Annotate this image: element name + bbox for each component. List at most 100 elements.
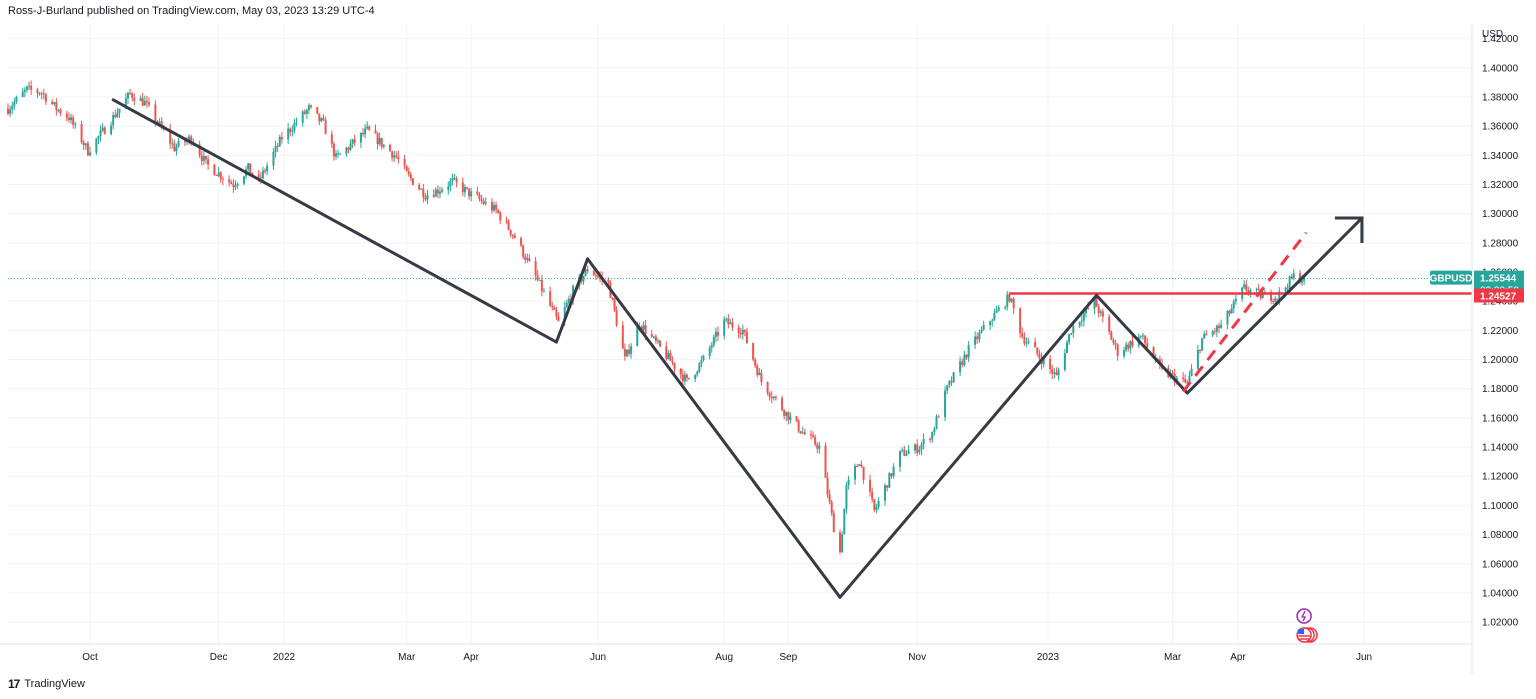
candle-body [929, 438, 932, 440]
candle-body [903, 449, 906, 456]
candle-body [368, 126, 371, 131]
candle-body [801, 432, 804, 434]
candle [1021, 327, 1024, 339]
candle [411, 177, 414, 186]
dashed-projection-line [1181, 231, 1308, 393]
candle [931, 431, 934, 443]
candle [378, 132, 381, 146]
candle-body [828, 494, 831, 502]
candle-body [9, 109, 12, 114]
candle-body [1099, 311, 1102, 314]
candle-body [276, 145, 279, 147]
candle [272, 148, 275, 170]
candle [177, 138, 180, 148]
candle [929, 437, 932, 443]
candle-body [980, 329, 983, 333]
candle-body [860, 464, 863, 467]
candle [976, 332, 979, 344]
candle-body [1290, 276, 1293, 279]
candle-body [1070, 332, 1073, 335]
candle-body [884, 485, 887, 501]
y-tick-label: 1.06000 [1482, 559, 1519, 570]
us-flag-event-icon[interactable] [1296, 627, 1318, 643]
candle-body [841, 534, 844, 552]
candle-body [856, 466, 859, 468]
candle-body [708, 347, 711, 356]
candle [397, 151, 400, 164]
candle [347, 146, 350, 154]
candle-body [948, 380, 951, 386]
drawn-annotations[interactable] [8, 98, 1472, 599]
candle-body [1272, 300, 1275, 302]
candle [553, 305, 556, 311]
candle [875, 503, 878, 514]
candle-body [21, 91, 24, 97]
y-tick-label: 1.08000 [1482, 530, 1519, 541]
candle [1292, 268, 1295, 281]
candle-body [1008, 294, 1011, 302]
candle-body [702, 355, 705, 361]
candle [1038, 349, 1041, 361]
brand-footer[interactable]: 17 TradingView [8, 677, 85, 691]
candle-body [1087, 307, 1090, 309]
candle [1036, 347, 1039, 357]
candle [770, 391, 773, 404]
candle-body [349, 143, 352, 150]
chart-svg[interactable]: 1.42000 1.40000 1.38000 1.36000 1.34000 1.320… [0, 24, 1536, 674]
candle-body [103, 127, 106, 135]
candle-body [232, 183, 235, 188]
candle [752, 342, 755, 362]
event-markers[interactable] [1296, 608, 1318, 643]
candle [353, 134, 356, 147]
candle [739, 327, 742, 339]
candle [890, 472, 893, 479]
candle [359, 132, 362, 148]
candle-body [101, 127, 104, 131]
candle [810, 430, 813, 440]
candle [301, 109, 304, 127]
candle [1245, 279, 1248, 294]
candle [961, 358, 964, 368]
y-tick-label: 1.28000 [1482, 238, 1519, 249]
candle [1123, 346, 1125, 359]
candle-body [534, 261, 537, 276]
candle [1284, 286, 1287, 294]
candle-body [259, 177, 262, 179]
candle-body [198, 144, 201, 156]
time-axis[interactable]: Oct Dec 2022 Mar Apr Jun Aug Sep Nov 2023 Mar Apr Ju… [0, 643, 1472, 663]
candle-body [824, 445, 827, 478]
y-tick-label: 1.16000 [1482, 413, 1519, 424]
candle-body [1093, 297, 1096, 309]
candle-body [374, 130, 377, 134]
candle-body [725, 318, 728, 320]
candle [1215, 324, 1218, 338]
trend-line [111, 98, 558, 344]
candle [1243, 280, 1246, 290]
candle-body [332, 143, 335, 157]
candle [455, 176, 458, 188]
candle-body [112, 114, 115, 126]
candle [671, 356, 674, 366]
candle [345, 146, 348, 157]
lightning-event-icon[interactable] [1296, 608, 1312, 624]
price-axis[interactable]: 1.42000 1.40000 1.38000 1.36000 1.34000 1.320… [1471, 24, 1519, 674]
candle-body [1110, 331, 1113, 340]
candle [145, 95, 148, 108]
candle [89, 146, 91, 157]
candle [567, 295, 570, 306]
candle [465, 186, 468, 190]
candle [1023, 332, 1026, 346]
candle-body [1249, 289, 1252, 293]
candle [432, 189, 435, 198]
candle-body [630, 346, 633, 354]
candle [843, 508, 846, 535]
candle [374, 124, 377, 134]
price-chart[interactable]: 1.42000 1.40000 1.38000 1.36000 1.34000 1.320… [0, 24, 1536, 674]
candle [814, 434, 817, 447]
candle [758, 367, 761, 376]
candle-body [204, 156, 207, 160]
candle [854, 463, 857, 485]
candle-body [826, 477, 829, 495]
candle-body [642, 325, 645, 330]
candle [409, 171, 412, 182]
